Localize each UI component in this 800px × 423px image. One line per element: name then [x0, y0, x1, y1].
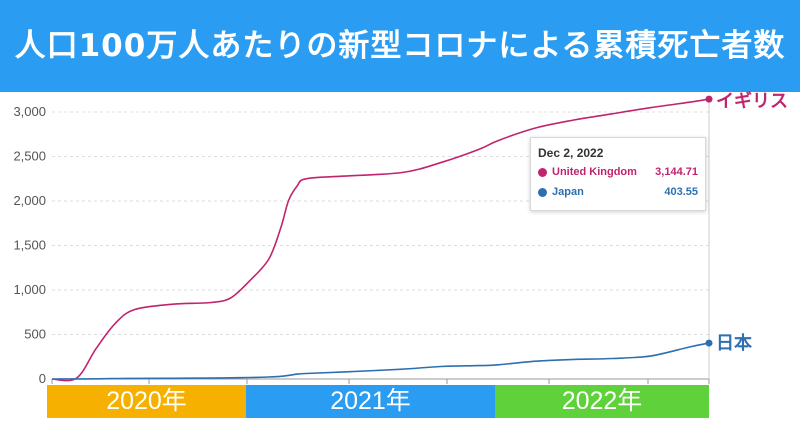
y-tick-label: 500 [24, 327, 46, 342]
title-banner: 人口100万人あたりの新型コロナによる累積死亡者数 [0, 0, 800, 92]
y-tick-label: 2,500 [13, 149, 46, 164]
tooltip-series-value: 3,144.71 [655, 166, 698, 178]
tooltip-row-japan: Japan 403.55 [538, 186, 698, 200]
tooltip-series-value: 403.55 [664, 186, 698, 198]
japan-series-line [51, 342, 710, 380]
y-tick-label: 1,000 [13, 282, 46, 297]
uk-end-label: イギリス [716, 91, 788, 112]
uk-legend-dot [538, 168, 547, 177]
tooltip-date: Dec 2, 2022 [538, 146, 604, 160]
tooltip-series-name: Japan [552, 186, 584, 198]
year-band-2022: 2022年 [495, 385, 709, 418]
y-tick-label: 3,000 [13, 104, 46, 119]
y-tick-label: 2,000 [13, 193, 46, 208]
year-band-2020: 2020年 [47, 385, 246, 418]
japan-end-label: 日本 [716, 332, 752, 354]
tooltip-row-uk: United Kingdom 3,144.71 [538, 166, 698, 180]
y-tick-label: 0 [39, 371, 46, 386]
japan-end-marker [705, 339, 713, 347]
chart-tooltip: Dec 2, 2022 United Kingdom 3,144.71 Japa… [530, 137, 706, 211]
chart-title: 人口100万人あたりの新型コロナによる累積死亡者数 [14, 28, 786, 64]
year-band-2021: 2021年 [246, 385, 495, 418]
uk-series-line [51, 98, 710, 382]
y-tick-label: 1,500 [13, 238, 46, 253]
japan-legend-dot [538, 188, 547, 197]
tooltip-series-name: United Kingdom [552, 166, 637, 178]
uk-end-marker [705, 95, 713, 103]
